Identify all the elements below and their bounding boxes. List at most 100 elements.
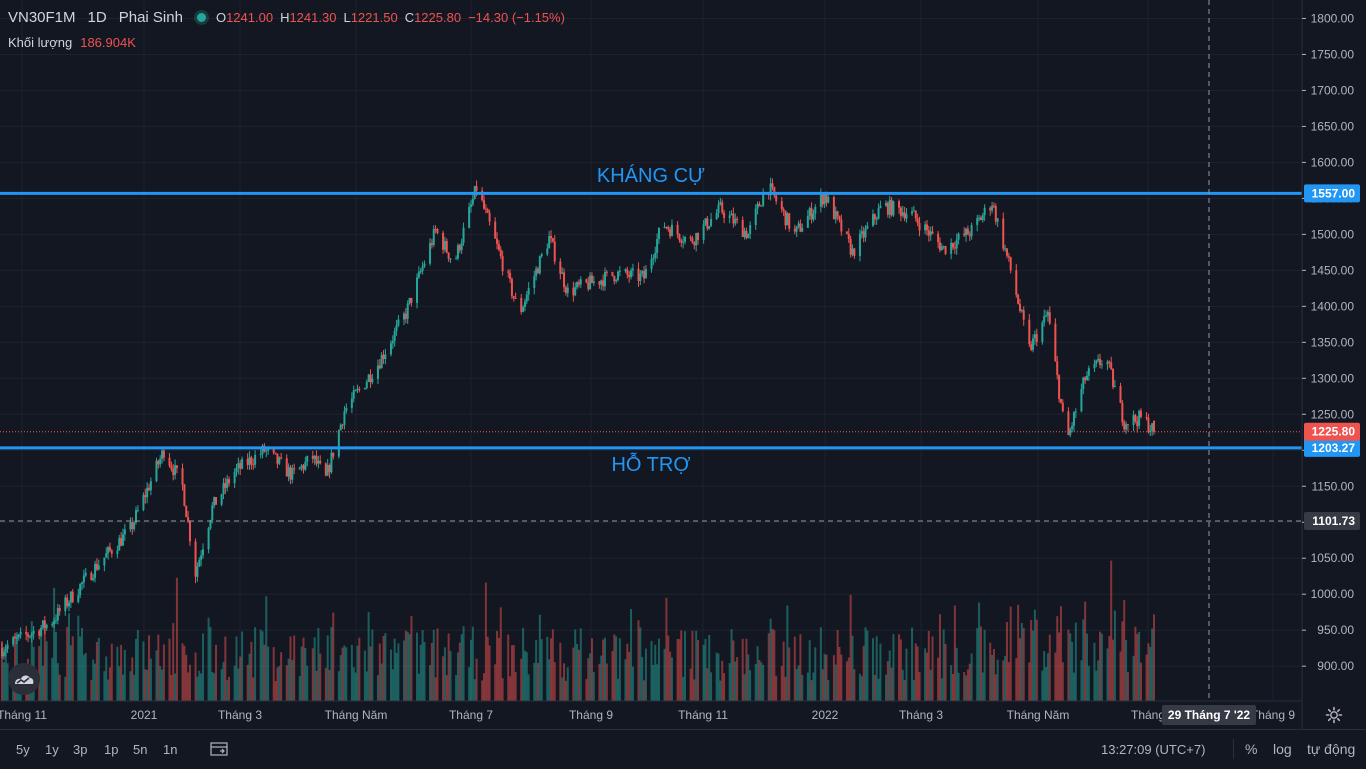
- volume-bar: [553, 662, 556, 701]
- candle-body: [146, 487, 149, 498]
- crosshair-date-badge: 29 Tháng 7 '22: [1168, 708, 1251, 722]
- candle-body: [991, 205, 994, 211]
- candle-body: [838, 216, 841, 220]
- volume-bar: [131, 657, 134, 701]
- candle-body: [507, 271, 510, 273]
- candle-body: [77, 595, 80, 603]
- volume-bar: [196, 676, 199, 701]
- price-tick-label: 1700.00: [1311, 83, 1355, 97]
- candle-body: [652, 257, 655, 260]
- volume-bar: [643, 680, 646, 701]
- volume-bar: [1071, 641, 1074, 701]
- volume-bar: [311, 648, 314, 701]
- time-tick-label: Tháng 11: [678, 708, 728, 722]
- volume-bar: [540, 639, 543, 701]
- time-axis[interactable]: Tháng 11 2021 Tháng 3 Tháng Năm Tháng 7 Tháng…: [0, 700, 1302, 725]
- volume-bar: [773, 630, 776, 701]
- candle-body: [434, 229, 437, 231]
- volume-bar: [970, 653, 973, 701]
- volume-bar: [617, 678, 620, 701]
- volume-bar: [211, 671, 214, 701]
- price-tick-label: 1600.00: [1311, 155, 1355, 169]
- candle-body: [1043, 315, 1046, 323]
- symbol-name[interactable]: VN30F1M: [8, 9, 76, 26]
- volume-bar: [680, 630, 683, 701]
- settings-gear-icon[interactable]: [1324, 705, 1344, 725]
- volume-bar: [406, 631, 409, 701]
- candle-body: [953, 247, 956, 249]
- candlestick-series: [1, 177, 1155, 660]
- candle-body: [617, 271, 620, 280]
- candle-body: [736, 218, 739, 221]
- candle-body: [950, 242, 953, 254]
- range-5n-button[interactable]: 5n: [133, 742, 148, 757]
- volume-bar: [650, 640, 653, 701]
- candle-body: [745, 230, 748, 239]
- volume-bar: [306, 665, 309, 701]
- price-tick-label: 1450.00: [1311, 263, 1355, 277]
- candle-body: [79, 584, 82, 596]
- volume-bar: [250, 641, 253, 701]
- candle-body: [319, 460, 322, 464]
- candle-body: [337, 430, 340, 457]
- candle-body: [931, 231, 934, 234]
- volume-bar: [1149, 646, 1152, 701]
- volume-bar: [847, 657, 850, 701]
- tradingview-logo-icon[interactable]: [8, 663, 40, 695]
- volume-bar: [667, 635, 670, 701]
- candle-body: [944, 246, 947, 254]
- volume-bar: [885, 674, 888, 701]
- candle-body: [821, 194, 824, 205]
- volume-bar: [888, 650, 891, 701]
- candle-body: [918, 223, 921, 231]
- candle-body: [775, 195, 778, 202]
- candle-body: [1046, 312, 1049, 316]
- auto-scale-button[interactable]: tự động: [1307, 741, 1356, 757]
- price-axis[interactable]: 1800.001750.001700.001650.001600.001550.…: [1301, 0, 1366, 729]
- candle-body: [252, 464, 255, 466]
- candle-body: [898, 201, 901, 208]
- interval-label[interactable]: 1D: [87, 9, 107, 26]
- range-1p-button[interactable]: 1p: [104, 742, 119, 757]
- candle-body: [592, 281, 595, 284]
- volume-bar: [259, 629, 262, 701]
- candle-body: [423, 263, 426, 267]
- candle-body: [911, 211, 914, 214]
- candle-body: [641, 271, 644, 274]
- volume-bar: [644, 648, 647, 701]
- candle-body: [899, 207, 902, 216]
- candle-body: [259, 453, 262, 455]
- candle-body: [235, 467, 238, 472]
- range-5y-button[interactable]: 5y: [16, 742, 30, 757]
- candle-body: [797, 223, 800, 227]
- price-chart[interactable]: KHÁNG CỰ HỖ TRỢ 1800.00 1750.00 1700.00 1650…: [0, 0, 1366, 729]
- candle-body: [196, 566, 199, 577]
- volume-bar: [155, 650, 158, 701]
- volume-bar: [261, 631, 264, 701]
- volume-bar: [925, 652, 928, 701]
- volume-bar: [393, 638, 396, 701]
- candle-body: [92, 577, 95, 581]
- candle-body: [814, 206, 817, 214]
- volume-bar: [890, 667, 893, 701]
- volume-bar: [563, 663, 566, 701]
- volume-bar: [1054, 652, 1057, 701]
- percent-scale-button[interactable]: %: [1245, 741, 1258, 757]
- range-1n-button[interactable]: 1n: [163, 742, 178, 757]
- candle-body: [1022, 310, 1025, 320]
- candle-body: [1080, 389, 1083, 412]
- volume-bar: [587, 658, 590, 701]
- range-1y-button[interactable]: 1y: [45, 742, 59, 757]
- volume-bar: [719, 680, 722, 701]
- range-3p-button[interactable]: 3p: [73, 742, 88, 757]
- candle-body: [484, 208, 487, 210]
- candle-body: [481, 190, 484, 201]
- date-range-icon[interactable]: [210, 742, 228, 756]
- log-scale-button[interactable]: log: [1273, 741, 1292, 757]
- volume-bar: [66, 627, 69, 701]
- clock-timezone[interactable]: 13:27:09 (UTC+7): [1101, 742, 1206, 757]
- volume-bar: [496, 630, 499, 701]
- candle-body: [324, 463, 327, 476]
- volume-bar: [576, 643, 579, 701]
- volume-bar: [684, 631, 687, 701]
